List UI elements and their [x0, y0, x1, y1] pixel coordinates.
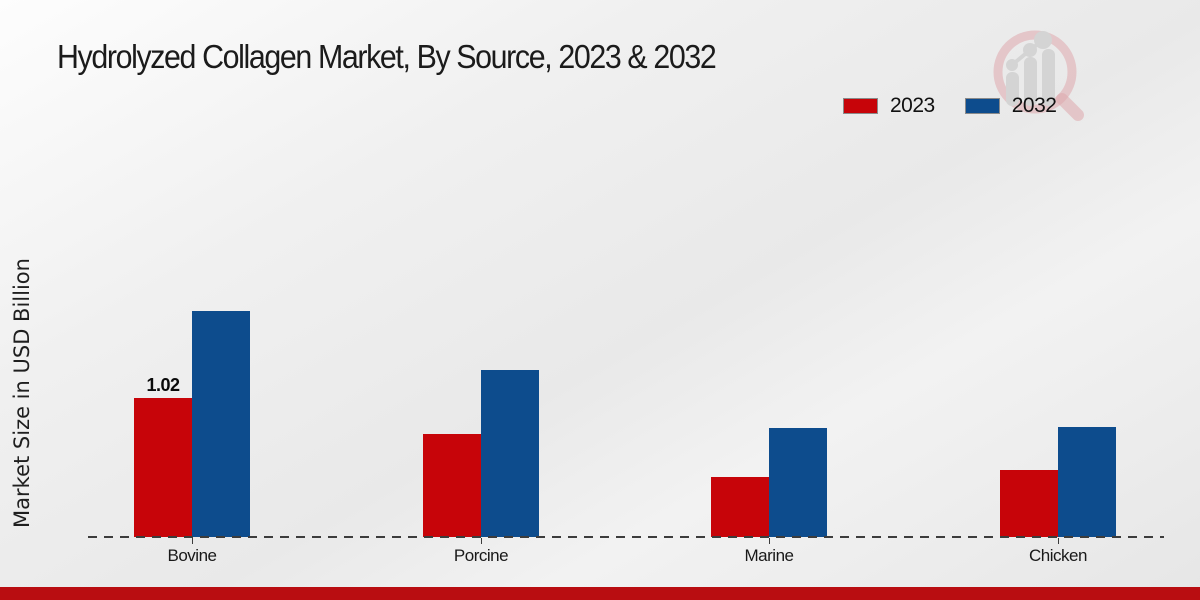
bar-chicken-2023: [1000, 470, 1058, 537]
category-label-chicken: Chicken: [1029, 546, 1087, 565]
logo-dot-2: [1023, 43, 1037, 57]
chart-title: Hydrolyzed Collagen Market, By Source, 2…: [57, 38, 717, 75]
legend-swatch-icon: [843, 98, 878, 114]
magnifier-ring: [993, 30, 1077, 114]
category-label-bovine: Bovine: [167, 546, 217, 565]
bar-porcine-2032: [481, 370, 539, 537]
magnifier-growth-chart-logo: [993, 30, 1084, 121]
logo-bar-short: [1006, 72, 1019, 106]
category-label-porcine: Porcine: [453, 546, 509, 565]
bar-bovine-2023: [134, 398, 192, 537]
bar-marine-2023: [711, 477, 769, 537]
legend-label: 2032: [1011, 94, 1057, 117]
logo-bar-medium: [1024, 57, 1037, 106]
bar-bovine-2032: [192, 311, 250, 537]
bar-marine-2032: [769, 428, 827, 537]
x-axis-tick-marine: [769, 538, 770, 544]
x-axis-tick-porcine: [481, 538, 482, 544]
category-label-marine: Marine: [744, 546, 794, 565]
magnifier-handle: [1056, 93, 1084, 121]
bar-porcine-2023: [423, 434, 481, 537]
x-axis-tick-bovine: [192, 538, 193, 544]
footer-accent-bar: [0, 587, 1200, 600]
bar-value-label-bovine-2023: 1.02: [146, 375, 180, 395]
legend-swatch-icon: [964, 98, 1000, 114]
logo-dot-1: [1006, 59, 1018, 71]
legend: 2023 2032: [843, 94, 1057, 118]
legend-item-2032: 2032: [964, 94, 1057, 118]
x-axis-tick-chicken: [1058, 538, 1059, 544]
bar-chicken-2032: [1058, 427, 1116, 537]
x-axis-dashed-baseline: [88, 536, 1164, 538]
logo-bar-tall: [1042, 49, 1055, 106]
legend-item-2023: 2023: [843, 94, 935, 118]
legend-label: 2023: [890, 94, 935, 117]
logo-dot-3: [1034, 31, 1052, 49]
